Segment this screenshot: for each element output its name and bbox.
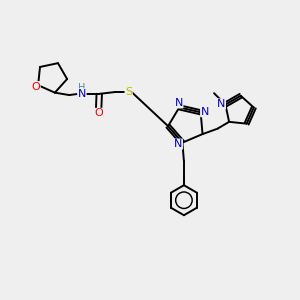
Text: N: N [217,99,225,109]
Text: N: N [201,107,209,117]
Text: N: N [174,139,182,149]
Text: O: O [94,108,103,118]
Text: S: S [125,87,132,97]
Text: O: O [31,82,40,92]
Text: N: N [78,89,86,99]
Text: N: N [175,98,183,108]
Text: H: H [78,83,85,93]
